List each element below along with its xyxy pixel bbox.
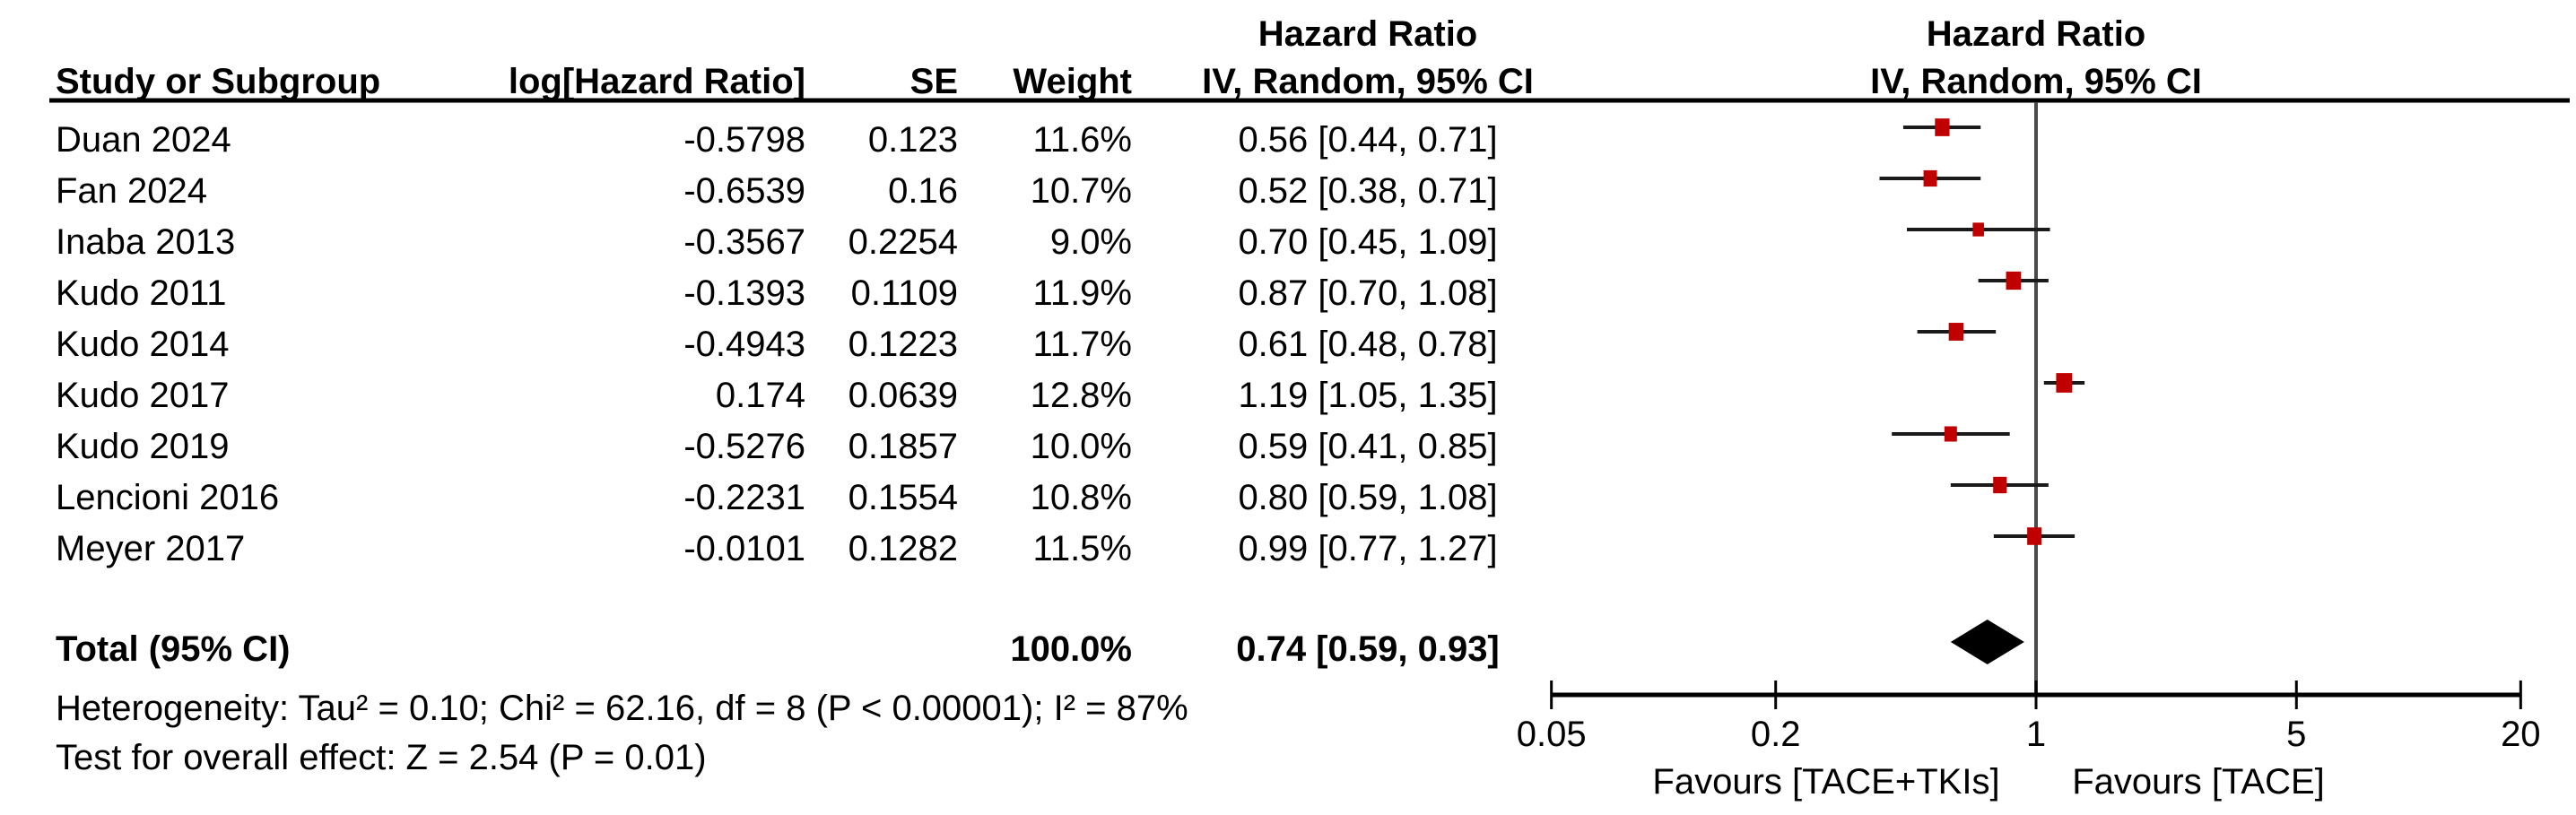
ci-marker	[1993, 476, 2007, 494]
se-value: 0.1857	[848, 427, 958, 466]
weight-value: 11.7%	[1032, 325, 1132, 364]
se-value: 0.0639	[848, 376, 958, 415]
weight-value: 11.6%	[1032, 120, 1132, 160]
weight-value: 9.0%	[1049, 222, 1132, 262]
ci-marker	[2056, 373, 2073, 393]
study-name: Fan 2024	[56, 171, 208, 211]
ci-text: 0.56 [0.44, 0.71]	[1238, 120, 1498, 160]
study-name: Lencioni 2016	[56, 478, 280, 517]
weight-value: 10.0%	[1030, 427, 1132, 466]
se-value: 0.1282	[848, 529, 958, 568]
tick-label: 0.2	[1751, 715, 1801, 754]
study-name: Kudo 2019	[56, 427, 230, 466]
tick-label: 5	[2286, 715, 2306, 754]
tick-label: 20	[2501, 715, 2541, 754]
tick-label: 0.05	[1517, 715, 1587, 754]
table-effect-header-top: Hazard Ratio	[1258, 14, 1478, 54]
study-name: Kudo 2011	[56, 273, 227, 313]
se-value: 0.1223	[848, 325, 958, 364]
ci-text: 0.59 [0.41, 0.85]	[1238, 427, 1498, 466]
study-name: Kudo 2017	[56, 376, 230, 415]
ci-marker	[2006, 271, 2022, 290]
ci-marker	[1972, 222, 1984, 237]
log-hr-value: 0.174	[715, 376, 805, 415]
study-name: Inaba 2013	[56, 222, 236, 262]
study-name: Kudo 2014	[56, 325, 230, 364]
column-header-weight: Weight	[1013, 62, 1132, 101]
total-ci-text: 0.74 [0.59, 0.93]	[1236, 629, 1500, 669]
total-diamond	[1950, 620, 2024, 664]
se-value: 0.1554	[848, 478, 958, 517]
ci-marker	[1944, 426, 1957, 442]
ci-marker	[1935, 118, 1950, 136]
total-label: Total (95% CI)	[56, 629, 291, 669]
ci-text: 0.61 [0.48, 0.78]	[1238, 325, 1498, 364]
weight-value: 11.9%	[1032, 273, 1132, 313]
weight-value: 11.5%	[1032, 529, 1132, 568]
favours-right-label: Favours [TACE]	[2072, 762, 2325, 802]
ci-text: 0.52 [0.38, 0.71]	[1238, 171, 1498, 211]
weight-value: 10.7%	[1030, 171, 1132, 211]
ci-text: 0.99 [0.77, 1.27]	[1238, 529, 1498, 568]
log-hr-value: -0.3567	[683, 222, 805, 262]
favours-left-label: Favours [TACE+TKIs]	[1652, 762, 1999, 802]
ci-marker	[2027, 527, 2042, 545]
overall-effect-text: Test for overall effect: Z = 2.54 (P = 0…	[56, 738, 707, 777]
log-hr-value: -0.2231	[683, 478, 805, 517]
tick-label: 1	[2026, 715, 2046, 754]
log-hr-value: -0.4943	[683, 325, 805, 364]
log-hr-value: -0.5798	[683, 120, 805, 160]
column-header-study: Study or Subgroup	[56, 62, 381, 101]
weight-value: 12.8%	[1030, 376, 1132, 415]
column-header-se: SE	[909, 62, 958, 101]
se-value: 0.123	[867, 120, 958, 160]
se-value: 0.1109	[850, 273, 958, 313]
log-hr-value: -0.6539	[683, 171, 805, 211]
log-hr-value: -0.5276	[683, 427, 805, 466]
ci-text: 0.70 [0.45, 1.09]	[1238, 222, 1498, 262]
ci-marker	[1923, 169, 1937, 187]
ci-text: 0.87 [0.70, 1.08]	[1238, 273, 1498, 313]
total-weight: 100.0%	[1010, 629, 1132, 669]
log-hr-value: -0.0101	[683, 529, 805, 568]
log-hr-value: -0.1393	[683, 273, 805, 313]
column-header-log-hr: log[Hazard Ratio]	[508, 62, 805, 101]
se-value: 0.16	[888, 171, 958, 211]
ci-text: 0.80 [0.59, 1.08]	[1238, 478, 1498, 517]
weight-value: 10.8%	[1030, 478, 1132, 517]
study-name: Meyer 2017	[56, 529, 246, 568]
plot-header-effect-ci: IV, Random, 95% CI	[1870, 62, 2202, 101]
study-name: Duan 2024	[56, 120, 231, 160]
heterogeneity-text: Heterogeneity: Tau² = 0.10; Chi² = 62.16…	[56, 689, 1188, 728]
ci-marker	[1948, 323, 1964, 341]
ci-text: 1.19 [1.05, 1.35]	[1238, 376, 1498, 415]
se-value: 0.2254	[848, 222, 958, 262]
column-header-effect-ci: IV, Random, 95% CI	[1202, 62, 1534, 101]
plot-effect-header-top: Hazard Ratio	[1926, 14, 2146, 54]
